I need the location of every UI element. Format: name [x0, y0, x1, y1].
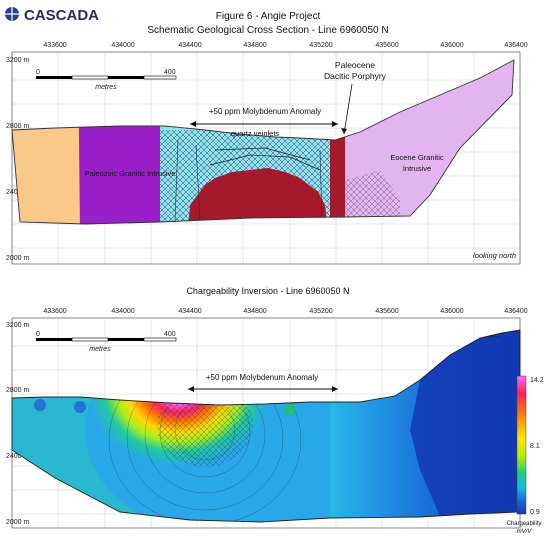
section-outline: [11, 59, 515, 225]
figure-title: Figure 6 - Angie Project: [216, 11, 321, 22]
geology-scale-bar: 0 400 metres: [36, 69, 177, 91]
view-direction-label: looking north: [473, 251, 516, 260]
chargeability-panel: 433600 434000 434400 434800 435200 43560…: [6, 308, 544, 535]
dacitic-porphyry-body: [188, 168, 328, 224]
x-tick-436000: 436000: [440, 42, 463, 49]
porphyry-label-line2: Dacitic Porphyry: [324, 71, 387, 81]
colorbar-gradient: [516, 375, 527, 515]
scale-start: 0: [36, 69, 40, 76]
colorbar-title: Chargeability: [506, 521, 541, 527]
veinlet-lines: [209, 147, 321, 171]
bottom-scale-start: 0: [36, 331, 40, 338]
near-surface-high-1: [284, 404, 296, 416]
bottom-scale-end: 400: [164, 331, 176, 338]
chargeability-colorbar: 14.2 8.1 0.9 Chargeability mV/V: [506, 375, 544, 535]
x-tick-435600: 435600: [375, 42, 398, 49]
bottom-y-tick-3200: 3200 m: [6, 322, 30, 329]
bottom-y-tick-2800: 2800 m: [6, 387, 30, 394]
eocene-label-line1: Eocene Granitic: [390, 153, 444, 162]
eocene-hatch: [345, 170, 400, 224]
y-tick-2000: 2000 m: [6, 255, 30, 262]
bottom-x-tick-436400: 436400: [504, 308, 527, 315]
x-tick-434000: 434000: [111, 42, 134, 49]
deep-blue-zone: [410, 330, 520, 516]
bottom-y-tick-2000: 2000 m: [6, 519, 30, 526]
logo-mark-cross: [5, 7, 19, 21]
geology-panel: 433600 434000 434400 434800 435200 43560…: [6, 42, 528, 265]
bottom-x-tick-435600: 435600: [375, 308, 398, 315]
x-tick-435200: 435200: [309, 42, 332, 49]
bottom-scale-unit: metres: [89, 346, 111, 353]
scale-end: 400: [164, 69, 176, 76]
paleozoic-label: Paleozoic Granitic Intrusive: [85, 169, 176, 178]
bottom-x-tick-434000: 434000: [111, 308, 134, 315]
bottom-x-tick-434400: 434400: [178, 308, 201, 315]
x-tick-433600: 433600: [43, 42, 66, 49]
colorbar-min: 0.9: [530, 509, 540, 516]
veinlets-label: quartz veinlets: [231, 129, 280, 138]
figure-subtitle: Schematic Geological Cross Section - Lin…: [147, 25, 388, 36]
chargeability-title: Chargeability Inversion - Line 6960050 N: [186, 286, 349, 296]
porphyry-leader-line: [343, 83, 353, 135]
fault-lines: [174, 139, 323, 223]
near-surface-low-1: [34, 399, 46, 411]
inversion-outline: [11, 329, 521, 523]
x-tick-434800: 434800: [243, 42, 266, 49]
cascada-logo: CASCADA: [5, 7, 99, 24]
eocene-label-line2: Intrusive: [403, 164, 431, 173]
porphyry-label-line1: Paleocene: [335, 60, 375, 70]
colorbar-max: 14.2: [530, 377, 544, 384]
chargeability-scale-bar: 0 400 metres: [36, 331, 177, 353]
logo-text: CASCADA: [24, 7, 99, 24]
bottom-y-tick-2400: 2400 m: [6, 453, 30, 460]
y-tick-3200: 3200 m: [6, 57, 30, 64]
y-tick-2800: 2800 m: [6, 123, 30, 130]
bottom-x-tick-435200: 435200: [309, 308, 332, 315]
bottom-x-tick-436000: 436000: [440, 308, 463, 315]
x-tick-434400: 434400: [178, 42, 201, 49]
colorbar-mid: 8.1: [530, 443, 540, 450]
x-tick-436400: 436400: [504, 42, 527, 49]
scale-unit: metres: [95, 84, 117, 91]
anomaly-label: +50 ppm Molybdenum Anomaly: [209, 107, 321, 116]
bottom-x-tick-433600: 433600: [43, 308, 66, 315]
bottom-x-tick-434800: 434800: [243, 308, 266, 315]
bottom-anomaly-label: +50 ppm Molybdenum Anomaly: [206, 373, 318, 382]
colorbar-unit: mV/V: [517, 529, 533, 535]
porphyry-leader-arrowhead: [341, 128, 347, 134]
near-surface-low-2: [74, 401, 86, 413]
